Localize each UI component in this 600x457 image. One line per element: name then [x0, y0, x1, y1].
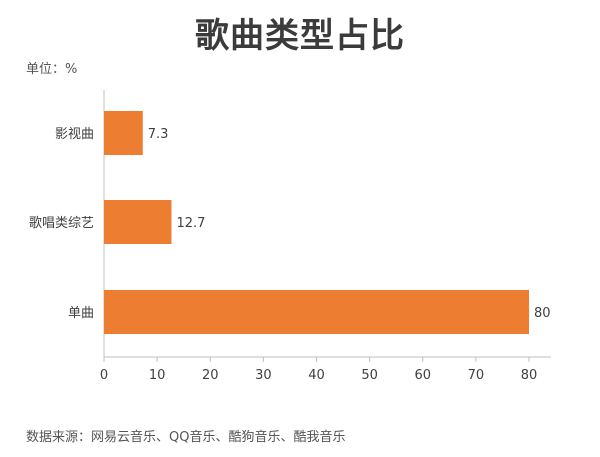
category-label: 歌唱类综艺: [29, 216, 94, 231]
x-tick-label: 40: [308, 368, 325, 383]
data-label: 80: [534, 306, 551, 321]
bar: [104, 200, 172, 244]
data-label: 7.3: [148, 127, 169, 142]
chart-title: 歌曲类型占比: [195, 16, 405, 56]
x-tick-label: 20: [202, 368, 219, 383]
x-tick-label: 70: [468, 368, 485, 383]
bar: [104, 290, 529, 334]
category-label: 影视曲: [55, 127, 94, 142]
unit-label: 单位：%: [26, 62, 78, 77]
x-tick-label: 0: [100, 368, 108, 383]
data-label: 12.7: [176, 216, 205, 231]
bar: [104, 111, 143, 155]
x-tick-label: 30: [255, 368, 272, 383]
x-tick-label: 10: [149, 368, 166, 383]
x-tick-label: 60: [414, 368, 431, 383]
category-label: 单曲: [68, 306, 94, 321]
source-note: 数据来源：网易云音乐、QQ音乐、酷狗音乐、酷我音乐: [26, 430, 346, 445]
x-tick-label: 80: [521, 368, 538, 383]
x-tick-label: 50: [361, 368, 378, 383]
